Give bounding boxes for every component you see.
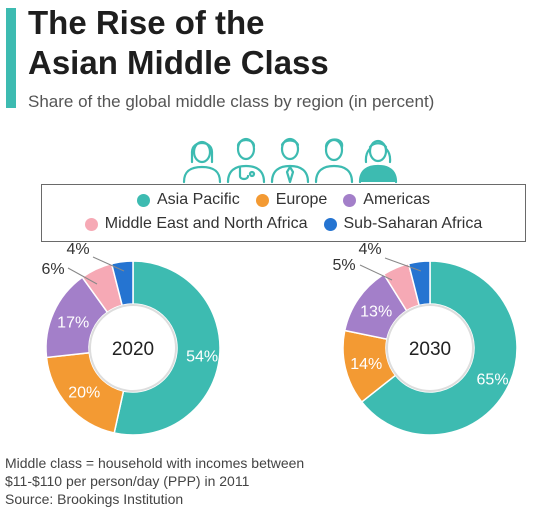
person-icon	[182, 140, 222, 184]
data-label-americas: 17%	[57, 314, 89, 331]
legend-label-americas: Americas	[363, 191, 430, 208]
woman-icon	[358, 139, 398, 184]
legend-item-mena: Middle East and North Africa	[84, 214, 308, 234]
source-note: Source: Brookings Institution	[5, 491, 184, 507]
page-title: The Rise of the Asian Middle Class	[28, 3, 528, 83]
legend-item-asia-pacific: Asia Pacific	[137, 190, 240, 210]
title-line-1: The Rise of the	[28, 4, 265, 41]
legend-row-2: Middle East and North Africa Sub-Saharan…	[42, 214, 525, 234]
legend-label-asia-pacific: Asia Pacific	[157, 191, 240, 208]
legend-swatch-americas	[343, 193, 357, 207]
title-line-2: Asian Middle Class	[28, 44, 329, 81]
leader-line-sub-saharan-africa	[384, 257, 422, 272]
people-icons	[182, 137, 398, 184]
legend-swatch-sub-saharan-africa	[323, 217, 337, 231]
page-subtitle: Share of the global middle class by regi…	[28, 92, 435, 111]
leader-line-mena	[67, 267, 98, 285]
legend-item-americas: Americas	[343, 190, 430, 210]
legend-label-mena: Middle East and North Africa	[104, 215, 308, 232]
data-label-americas: 13%	[360, 304, 392, 321]
doctor-icon	[226, 137, 266, 184]
legend-label-europe: Europe	[275, 191, 328, 208]
leader-line-mena	[359, 264, 393, 281]
legend-swatch-mena	[84, 217, 98, 231]
data-label-europe: 14%	[350, 356, 382, 373]
donut-hole	[386, 304, 474, 392]
donut-chart-2020: 2020 54% 20% 17% 6%4%	[41, 241, 221, 436]
legend-label-sub-saharan-africa: Sub-Saharan Africa	[343, 215, 483, 232]
chart-legend: Asia Pacific Europe Americas Middle East…	[41, 184, 526, 242]
legend-row-1: Asia Pacific Europe Americas	[42, 190, 525, 210]
data-label-sub-saharan-africa: 4%	[66, 241, 89, 258]
footnote-line-1: Middle class = household with incomes be…	[5, 455, 305, 471]
legend-item-sub-saharan-africa: Sub-Saharan Africa	[323, 214, 483, 234]
data-label-mena: 5%	[332, 257, 355, 274]
footnote: Middle class = household with incomes be…	[5, 454, 365, 508]
title-accent-bar	[6, 8, 16, 108]
man-icon	[314, 138, 354, 184]
donut-chart-2030: 2030 65% 14% 13% 5%4%	[332, 241, 518, 436]
legend-swatch-europe	[255, 193, 269, 207]
data-label-asia-pacific: 54%	[186, 349, 218, 366]
data-label-asia-pacific: 65%	[477, 371, 509, 388]
leader-line-sub-saharan-africa	[92, 256, 125, 272]
footnote-line-2: $11-$110 per person/day (PPP) in 2011	[5, 473, 250, 489]
legend-item-europe: Europe	[255, 190, 328, 210]
data-label-europe: 20%	[68, 385, 100, 402]
legend-swatch-asia-pacific	[137, 193, 150, 207]
businessman-icon	[270, 137, 310, 184]
donut-hole	[89, 304, 177, 392]
center-label: 2020	[112, 339, 154, 360]
center-label: 2030	[409, 339, 451, 360]
data-label-mena: 6%	[41, 261, 64, 278]
data-label-sub-saharan-africa: 4%	[358, 241, 381, 258]
